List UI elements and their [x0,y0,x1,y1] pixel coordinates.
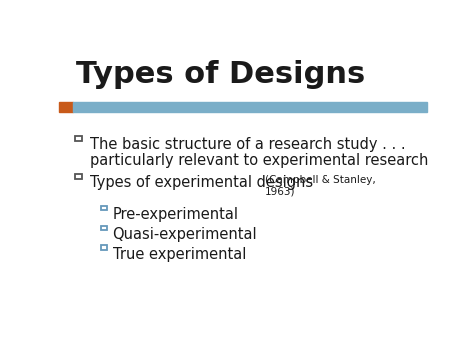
Bar [101,225,107,230]
Text: 1963): 1963) [265,187,295,197]
Text: The basic structure of a research study . . .: The basic structure of a research study … [91,137,406,152]
Bar [73,102,427,112]
Text: Pre-experimental: Pre-experimental [112,207,238,222]
Bar [75,136,82,141]
Text: Types of Designs: Types of Designs [76,60,365,89]
Text: Quasi-experimental: Quasi-experimental [112,226,257,241]
Text: True experimental: True experimental [112,246,246,262]
Bar [59,102,73,112]
Text: (Campbell & Stanley,: (Campbell & Stanley, [265,175,376,185]
Bar [75,174,82,179]
Text: Types of experimental designs: Types of experimental designs [91,175,318,190]
Text: particularly relevant to experimental research: particularly relevant to experimental re… [91,153,429,168]
Bar [101,206,107,210]
Bar [101,246,107,250]
